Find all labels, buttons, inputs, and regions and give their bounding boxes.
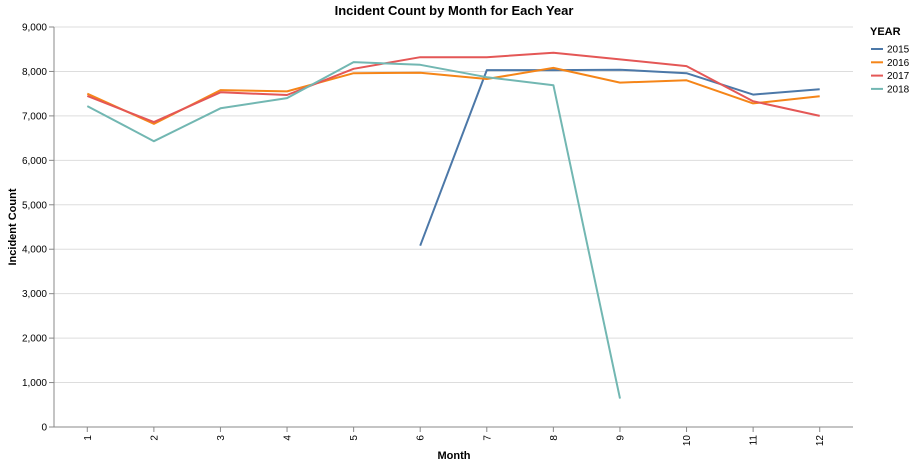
legend: YEAR 2015 2016 2017 2018 xyxy=(870,26,910,95)
legend-label-2016: 2016 xyxy=(887,58,910,69)
x-tick-label: 3 xyxy=(216,435,227,441)
gridlines xyxy=(54,26,853,428)
x-tick-label: 12 xyxy=(815,435,826,447)
x-tick-label: 6 xyxy=(416,435,427,441)
y-tick-label: 4,000 xyxy=(22,245,47,256)
y-tick-label: 3,000 xyxy=(22,289,47,300)
axes: 0 1,000 2,000 3,000 4,000 5,000 6,000 7,000 8,00… xyxy=(22,23,853,447)
series-lines xyxy=(86,51,820,399)
legend-label-2018: 2018 xyxy=(887,84,910,95)
legend-label-2015: 2015 xyxy=(887,45,910,56)
x-tick-label: 4 xyxy=(283,435,294,441)
series-line-2017 xyxy=(86,51,820,124)
x-tick-label: 8 xyxy=(549,435,560,441)
x-tick-label: 9 xyxy=(615,435,626,441)
x-tick-label: 11 xyxy=(749,435,760,446)
y-tick-label: 7,000 xyxy=(22,111,47,122)
legend-label-2017: 2017 xyxy=(887,71,910,82)
chart-title: Incident Count by Month for Each Year xyxy=(335,3,574,18)
y-tick-label: 5,000 xyxy=(22,200,47,211)
x-axis-title: Month xyxy=(438,450,471,462)
x-tick-label: 7 xyxy=(482,435,493,441)
y-tick-label: 8,000 xyxy=(22,67,47,78)
y-tick-label: 1,000 xyxy=(22,378,47,389)
series-line-2015 xyxy=(419,68,820,247)
x-tick-label: 1 xyxy=(83,435,94,441)
y-tick-label: 2,000 xyxy=(22,334,47,345)
legend-title: YEAR xyxy=(870,26,901,38)
x-tick-label: 5 xyxy=(349,435,360,441)
y-tick-label: 9,000 xyxy=(22,23,47,34)
x-tick-label: 2 xyxy=(149,435,160,441)
y-tick-label: 6,000 xyxy=(22,156,47,167)
series-line-2016 xyxy=(86,66,820,125)
y-tick-label: 0 xyxy=(41,423,47,434)
y-axis-title: Incident Count xyxy=(7,188,19,265)
series-line-2018 xyxy=(86,61,621,399)
x-tick-label: 10 xyxy=(682,435,693,447)
